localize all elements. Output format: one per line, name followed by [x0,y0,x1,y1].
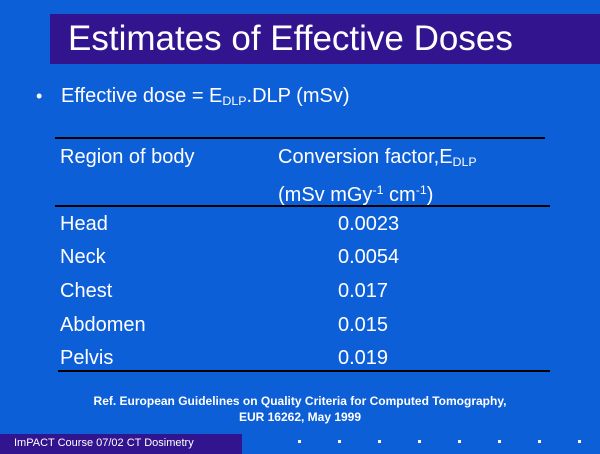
slide-title: Estimates of Effective Doses [68,19,513,58]
header-units: (mSv mGy-1 cm-1) [278,178,433,207]
nav-dot-icon [378,440,381,443]
nav-dot-icon [498,440,501,443]
row-region: Head [60,213,108,235]
title-bar: Estimates of Effective Doses [50,14,600,64]
header-factor-prefix: Conversion factor,E [278,146,453,168]
header-units-sup-1: -1 [372,183,384,197]
bullet-prefix: Effective dose = E [61,85,223,107]
row-region: Abdomen [60,314,146,336]
table-row: Head 0.0023 [60,212,540,236]
nav-dot-icon [338,440,341,443]
row-value: 0.015 [338,314,389,336]
nav-dots [280,440,600,450]
header-units-sup-2: -1 [415,183,427,197]
bullet-icon: • [36,86,43,106]
header-units-part-3: ) [426,183,434,206]
bullet-suffix: .DLP (mSv) [246,85,350,107]
nav-dot-icon [458,440,461,443]
footer-box: ImPACT Course 07/02 CT Dosimetry [0,434,242,454]
row-value: 0.019 [338,347,389,369]
table-bottom-rule [58,370,550,372]
reference-line-1: Ref. European Guidelines on Quality Crit… [93,394,507,408]
header-region: Region of body [60,146,195,168]
row-region: Neck [60,246,106,268]
table-row: Chest 0.017 [60,279,540,303]
nav-dot-icon [418,440,421,443]
row-value: 0.0054 [338,246,400,268]
row-region: Pelvis [60,347,114,369]
row-value: 0.0023 [338,213,400,235]
table-row: Neck 0.0054 [60,245,540,269]
header-units-part-1: (mSv mGy [278,183,373,206]
row-region: Chest [60,280,113,302]
table-top-rule [55,137,545,139]
row-value: 0.017 [338,280,389,302]
table-row: Abdomen 0.015 [60,313,540,337]
table-row: Pelvis 0.019 [60,346,540,370]
footer-text: ImPACT Course 07/02 CT Dosimetry [14,437,194,449]
bullet-subscript: DLP [222,94,247,109]
table-header-rule [55,205,550,207]
bullet-text: Effective dose = EDLP.DLP (mSv) [61,84,350,113]
nav-dot-icon [538,440,541,443]
header-units-part-2: cm [383,183,416,206]
header-factor-subscript: DLP [452,155,477,170]
nav-dot-icon [578,440,581,443]
reference-line-2: EUR 16262, May 1999 [238,410,362,424]
nav-dot-icon [298,440,301,443]
header-conversion-factor: Conversion factor,EDLP [278,145,477,174]
